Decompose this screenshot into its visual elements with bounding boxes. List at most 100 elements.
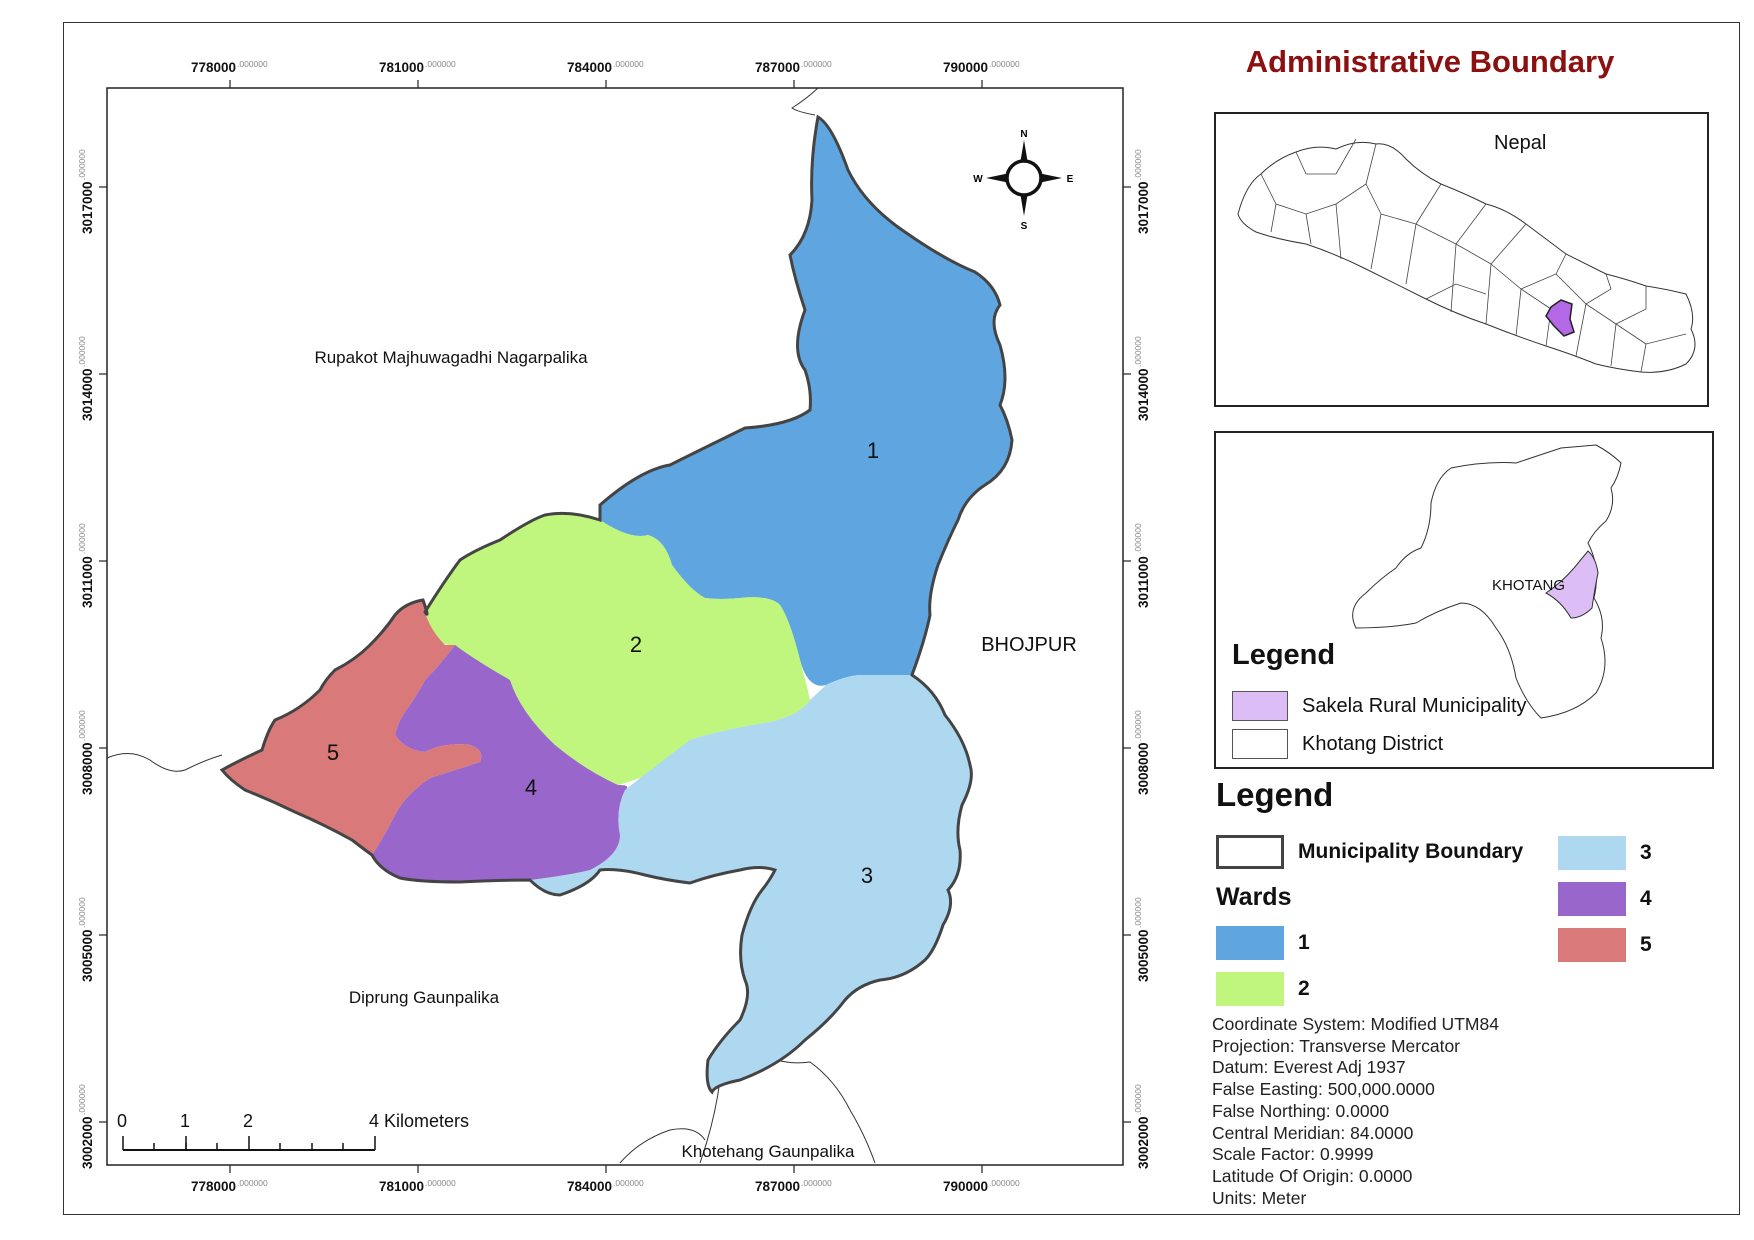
- ward-4-polygon: [372, 645, 628, 882]
- map-title: Administrative Boundary: [1245, 44, 1615, 79]
- east-neighbour-label: BHOJPUR: [981, 634, 1077, 656]
- legend-item-ward-2: 2: [1216, 972, 1310, 1006]
- y-tick-right-6: 3002000: [1136, 1116, 1151, 1169]
- scale-label-0: 0: [117, 1111, 127, 1131]
- map-layout-frame: [63, 22, 1740, 1215]
- y-tick-left-3: 3011000: [80, 556, 95, 608]
- ward-1-label: 1: [867, 438, 879, 463]
- legend-item-khotang: Khotang District: [1232, 729, 1443, 759]
- nepal-label: Nepal: [1494, 132, 1547, 154]
- legend-swatch-ward-2: [1216, 972, 1284, 1006]
- y-tick-left-2: 3014000: [80, 368, 95, 421]
- legend-label-ward-5: 5: [1640, 933, 1652, 956]
- x-tick-bottom-5-decimals: .000000: [989, 1178, 1020, 1188]
- y-tick-left-1-decimals: .000000: [77, 149, 87, 180]
- y-tick-left-1: 3017000: [80, 181, 95, 234]
- y-tick-right-2-decimals: .000000: [1133, 336, 1143, 367]
- legend-item-ward-1: 1: [1216, 926, 1310, 960]
- inset-district: KHOTANG Legend Sakela Rural Municipality…: [1214, 431, 1714, 769]
- south-neighbour-boundary-east: [699, 1057, 876, 1164]
- y-tick-left-5-decimals: .000000: [77, 897, 87, 928]
- compass-n-label: N: [1020, 129, 1027, 140]
- legend-swatch-ward-5: [1558, 928, 1626, 962]
- x-tick-top-2-decimals: .000000: [425, 59, 456, 69]
- wards-title: Wards: [1216, 883, 1292, 911]
- x-tick-bottom-4-decimals: .000000: [801, 1178, 832, 1188]
- sakela-highlight: [1545, 550, 1599, 619]
- ward-5-label: 5: [327, 740, 339, 765]
- info-units: Units: Meter: [1212, 1187, 1307, 1208]
- west-neighbour-boundary: [106, 753, 223, 772]
- y-tick-left-2-decimals: .000000: [77, 336, 87, 367]
- municipality-boundary: [219, 114, 1014, 1095]
- y-tick-left-5: 3005000: [80, 929, 95, 982]
- inset-legend-title: Legend: [1232, 639, 1336, 671]
- north-neighbour-label: Rupakot Majhuwagadhi Nagarpalika: [314, 348, 588, 367]
- info-scale-factor: Scale Factor: 0.9999: [1212, 1144, 1374, 1165]
- compass-w-label: W: [973, 174, 983, 185]
- south-neighbour-boundary-west: [619, 1128, 706, 1164]
- y-tick-left-3-decimals: .000000: [77, 523, 87, 554]
- scale-label-4: 4 Kilometers: [369, 1111, 469, 1131]
- y-tick-right-4: 3008000: [1136, 742, 1151, 795]
- info-false-easting: False Easting: 500,000.0000: [1212, 1079, 1435, 1100]
- legend-item-ward-4: 4: [1558, 882, 1652, 916]
- y-tick-left-6-decimals: .000000: [77, 1084, 87, 1115]
- y-tick-right-2: 3014000: [1136, 368, 1151, 421]
- info-coordinate-system: Coordinate System: Modified UTM84: [1212, 1014, 1499, 1034]
- y-tick-left-4-decimals: .000000: [77, 710, 87, 741]
- x-tick-top-3: 784000: [567, 60, 612, 75]
- x-tick-bottom-5: 790000: [943, 1179, 988, 1194]
- y-tick-right-3-decimals: .000000: [1133, 523, 1143, 554]
- legend-label-ward-2: 2: [1298, 977, 1310, 1000]
- info-projection: Projection: Transverse Mercator: [1212, 1035, 1461, 1056]
- legend-label-sakela: Sakela Rural Municipality: [1302, 694, 1527, 717]
- legend-label-khotang: Khotang District: [1302, 732, 1444, 755]
- ward-2-label: 2: [630, 632, 642, 657]
- x-tick-bottom-4: 787000: [755, 1179, 800, 1194]
- south-neighbour-label: Khotehang Gaunpalika: [682, 1142, 856, 1161]
- legend-swatch-ward-4: [1558, 882, 1626, 916]
- ward-1-polygon: [600, 117, 1012, 686]
- projection-info: Coordinate System: Modified UTM84 Projec…: [1212, 1014, 1499, 1209]
- ward-3-label: 3: [861, 863, 873, 888]
- y-tick-right-1: 3017000: [1136, 181, 1151, 234]
- x-tick-top-1-decimals: .000000: [237, 59, 268, 69]
- legend-label-ward-4: 4: [1640, 887, 1652, 910]
- x-tick-bottom-1: 778000: [191, 1179, 236, 1194]
- legend-swatch-ward-1: [1216, 926, 1284, 960]
- y-tick-right-4-decimals: .000000: [1133, 710, 1143, 741]
- y-tick-left-4: 3008000: [80, 742, 95, 795]
- legend-item-ward-3: 3: [1558, 836, 1652, 870]
- legend-label-ward-1: 1: [1298, 931, 1310, 954]
- compass-s-label: S: [1021, 221, 1028, 232]
- x-tick-top-4: 787000: [755, 60, 800, 75]
- x-tick-top-4-decimals: .000000: [801, 59, 832, 69]
- legend-label-boundary: Municipality Boundary: [1298, 840, 1524, 863]
- info-false-northing: False Northing: 0.0000: [1212, 1100, 1390, 1121]
- x-tick-top-5: 790000: [943, 60, 988, 75]
- inset-nepal: Nepal: [1214, 112, 1709, 407]
- x-tick-top-1: 778000: [191, 60, 236, 75]
- legend-title: Legend: [1216, 776, 1334, 813]
- x-tick-bottom-3: 784000: [567, 1179, 612, 1194]
- info-latitude-of-origin: Latitude Of Origin: 0.0000: [1212, 1165, 1413, 1186]
- scale-label-2: 2: [243, 1111, 253, 1131]
- scale-label-1: 1: [180, 1111, 190, 1131]
- map-data-frame: [106, 87, 1124, 1166]
- x-tick-bottom-3-decimals: .000000: [613, 1178, 644, 1188]
- x-tick-bottom-2-decimals: .000000: [425, 1178, 456, 1188]
- ward-5-polygon: [222, 600, 482, 855]
- x-tick-bottom-2: 781000: [379, 1179, 424, 1194]
- legend-item-boundary: Municipality Boundary: [1216, 835, 1523, 869]
- x-tick-bottom-1-decimals: .000000: [237, 1178, 268, 1188]
- y-tick-right-1-decimals: .000000: [1133, 149, 1143, 180]
- legend-item-ward-5: 5: [1558, 928, 1652, 962]
- y-tick-right-5-decimals: .000000: [1133, 897, 1143, 928]
- legend-label-ward-3: 3: [1640, 841, 1652, 864]
- x-tick-top-2: 781000: [379, 60, 424, 75]
- legend-swatch-sakela: [1232, 691, 1288, 721]
- y-tick-right-5: 3005000: [1136, 929, 1151, 982]
- y-tick-left-6: 3002000: [80, 1116, 95, 1169]
